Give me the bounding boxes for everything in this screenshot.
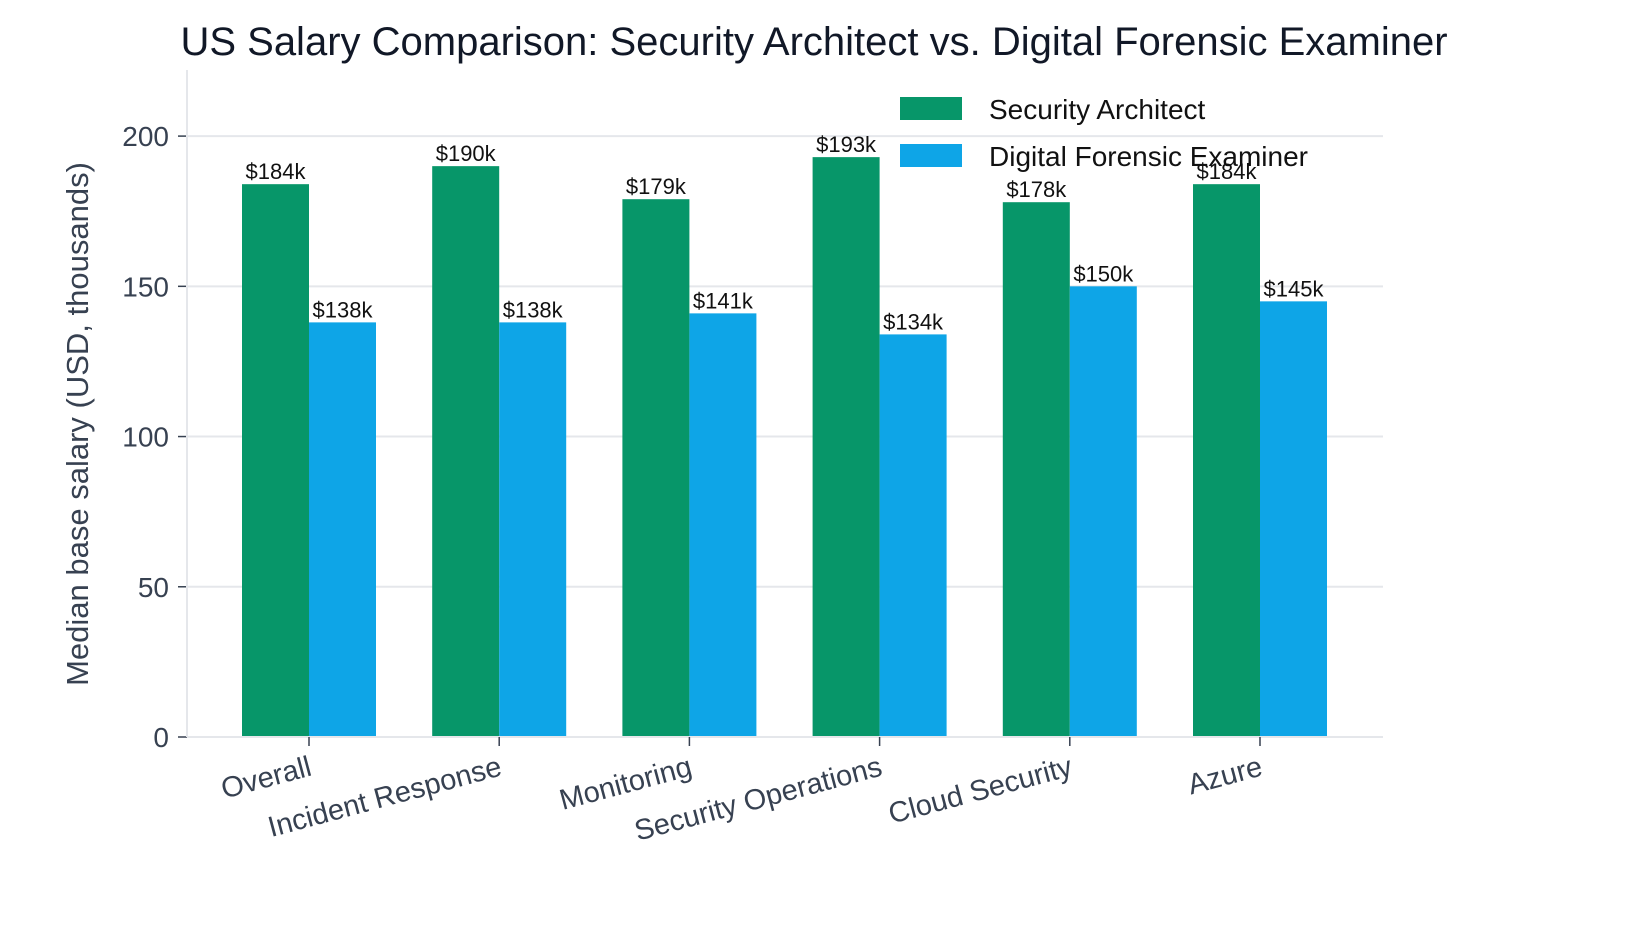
- chart-title: US Salary Comparison: Security Architect…: [180, 20, 1447, 64]
- bar-security-architect: [622, 199, 690, 737]
- value-labels: $184k $138k $190k $138k $179k $141k $193k $134k…: [246, 132, 1325, 334]
- bar-value-label: $150k: [1073, 261, 1134, 286]
- x-tick-label: Overall: [218, 751, 315, 806]
- bars: [242, 157, 1327, 738]
- bar-value-label: $138k: [503, 297, 564, 322]
- bar-value-label: $138k: [313, 297, 374, 322]
- legend-label: Digital Forensic Examiner: [989, 141, 1308, 172]
- x-tick-label: Cloud Security: [885, 751, 1076, 831]
- bar-security-architect: [242, 184, 309, 738]
- y-tick-label: 200: [122, 121, 169, 152]
- legend: Security Architect Digital Forensic Exami…: [900, 94, 1308, 172]
- bar-value-label: $190k: [436, 141, 497, 166]
- y-axis-label: Median base salary (USD, thousands): [60, 162, 95, 686]
- bar-digital-forensic-examiner: [1069, 286, 1137, 737]
- x-tick-label: Azure: [1184, 751, 1265, 802]
- bar-security-architect: [1193, 184, 1260, 738]
- bar-value-label: $193k: [816, 132, 877, 157]
- bar-digital-forensic-examiner: [499, 322, 567, 737]
- bar-digital-forensic-examiner: [1260, 301, 1327, 737]
- y-tick-label: 0: [153, 722, 169, 753]
- bar-value-label: $184k: [246, 159, 307, 184]
- bar-value-label: $178k: [1006, 177, 1067, 202]
- bar-value-label: $134k: [883, 309, 944, 334]
- bar-security-architect: [812, 157, 880, 738]
- bar-value-label: $179k: [626, 174, 687, 199]
- bar-security-architect: [432, 166, 500, 737]
- bar-security-architect: [1002, 202, 1070, 738]
- gridlines: [187, 135, 1383, 588]
- y-tick-label: 100: [122, 422, 169, 453]
- bar-value-label: $184k: [1197, 159, 1258, 184]
- legend-swatch: [900, 97, 962, 120]
- y-tick-label: 50: [138, 572, 169, 603]
- legend-label: Security Architect: [989, 94, 1206, 125]
- bar-value-label: $141k: [693, 288, 754, 313]
- y-tick-label: 150: [122, 271, 169, 302]
- bar-value-label: $145k: [1264, 276, 1325, 301]
- bar-digital-forensic-examiner: [309, 322, 376, 737]
- bar-digital-forensic-examiner: [879, 334, 947, 737]
- bar-digital-forensic-examiner: [689, 313, 757, 737]
- legend-swatch: [900, 144, 962, 167]
